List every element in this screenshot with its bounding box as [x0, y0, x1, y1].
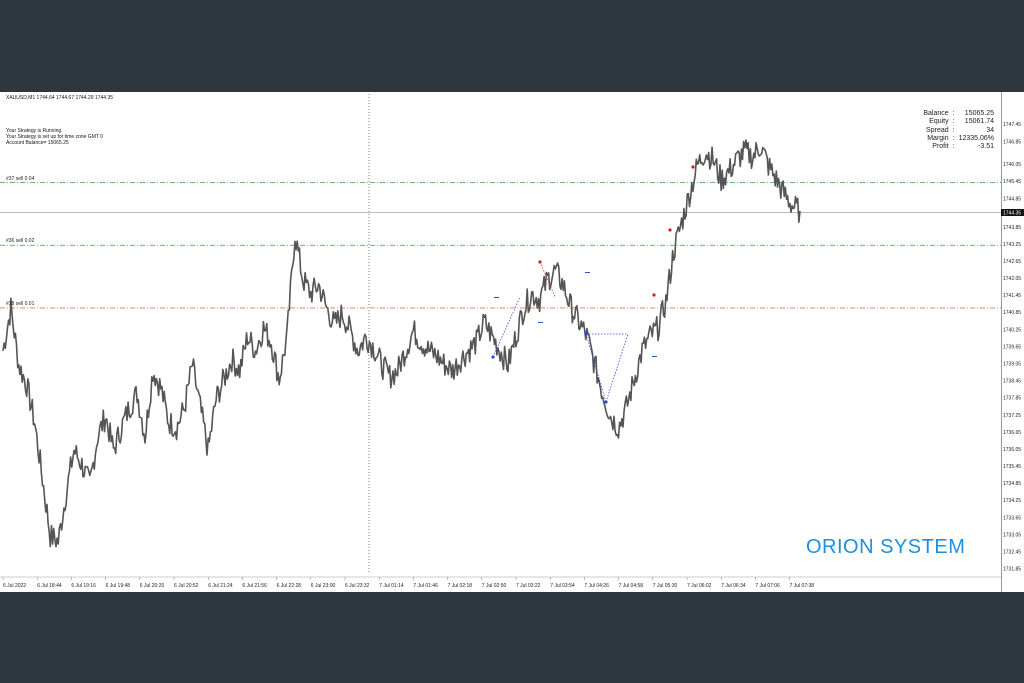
time-tick-label: 6 Jul 19:48 [106, 583, 131, 589]
account-balance-note: Account Balance= 15065.25 [6, 140, 69, 146]
time-tick-label: 7 Jul 07:06 [755, 583, 780, 589]
price-tick-label: 1735.45 [1003, 464, 1021, 470]
account-separator: : [952, 143, 955, 151]
account-key: Balance [923, 110, 949, 117]
price-axis [1001, 92, 1024, 592]
price-tick-label: 1739.65 [1003, 344, 1021, 350]
account-value: 34 [986, 126, 994, 134]
account-value: 15065.25 [964, 110, 994, 117]
time-tick-label: 6 Jul 19:16 [71, 583, 96, 589]
account-row: Equity: 15061.74 [923, 118, 994, 126]
price-tick-label: 1745.45 [1003, 179, 1021, 185]
price-tick-label: 1739.05 [1003, 361, 1021, 367]
price-tick-label: 1733.05 [1003, 532, 1021, 538]
account-key: Margin [927, 134, 949, 142]
price-tick-label: 1736.05 [1003, 447, 1021, 453]
chart-window[interactable]: 6 Jul 2022 6 Jul 18:44 6 Jul 19:16 6 Jul 19… [0, 92, 1024, 592]
watermark-logo: ORION SYSTEM [806, 536, 966, 558]
time-axis: 6 Jul 2022 6 Jul 18:44 6 Jul 19:16 6 Jul 19… [2, 577, 815, 589]
account-value: 15061.74 [964, 118, 994, 126]
price-tick-label: 1747.45 [1003, 122, 1021, 128]
strategy-timezone: Your Strategy is set up for time zone GM… [6, 134, 103, 140]
trade-markers [491, 165, 695, 404]
account-key: Spread [926, 126, 949, 134]
price-tick-label: 1740.85 [1003, 310, 1021, 316]
time-tick-label: 7 Jul 07:38 [790, 583, 815, 589]
current-price-tag [1001, 209, 1024, 217]
time-tick-label: 7 Jul 02:50 [482, 583, 507, 589]
account-row: Profit: -3.51 [923, 143, 994, 151]
price-tick-label: 1737.25 [1003, 413, 1021, 419]
price-tick-label: 1740.25 [1003, 327, 1021, 333]
trade-level-label: #37 sell 0.04 [6, 175, 35, 182]
account-key: Profit [932, 143, 949, 151]
price-tick-label: 1737.85 [1003, 396, 1021, 402]
price-tick-label: 1742.05 [1003, 276, 1021, 282]
time-tick-label: 6 Jul 2022 [3, 583, 26, 589]
price-tick-label: 1732.45 [1003, 549, 1021, 555]
account-separator: : [952, 118, 955, 126]
price-axis-labels: 1747.45 1746.85 1746.05 1745.45 1744.85 1744.… [1001, 122, 1024, 573]
account-separator: : [952, 126, 955, 134]
time-tick-label: 6 Jul 22:28 [277, 583, 302, 589]
account-value: 12335.06% [958, 134, 994, 142]
price-tick-label: 1734.25 [1003, 498, 1021, 504]
price-tick-label: 1731.85 [1003, 567, 1021, 573]
account-row: Margin:12335.06% [923, 135, 994, 143]
current-price-label: 1744.35 [1003, 211, 1021, 217]
time-tick-label: 6 Jul 23:00 [311, 583, 336, 589]
account-key: Equity [929, 118, 949, 126]
price-tick-label: 1746.05 [1003, 162, 1021, 168]
time-tick-label: 7 Jul 01:46 [413, 583, 438, 589]
account-row: Balance: 15065.25 [923, 110, 994, 118]
time-tick-label: 7 Jul 03:54 [550, 583, 575, 589]
account-separator: : [952, 134, 955, 142]
account-value: -3.51 [978, 143, 994, 151]
time-tick-label: 6 Jul 18:44 [37, 583, 62, 589]
time-tick-label: 7 Jul 04:58 [619, 583, 644, 589]
time-tick-label: 6 Jul 20:52 [174, 583, 199, 589]
time-tick-label: 7 Jul 06:34 [721, 583, 746, 589]
price-tick-label: 1733.65 [1003, 515, 1021, 521]
price-tick-label: 1736.65 [1003, 430, 1021, 436]
price-series [2, 139, 801, 548]
price-tick-label: 1734.85 [1003, 481, 1021, 487]
trade-level-label: #36 sell 0.02 [6, 238, 35, 245]
trade-level-label: #38 sell 0.01 [6, 300, 35, 307]
time-tick-label: 6 Jul 23:32 [345, 583, 370, 589]
price-tick-label: 1744.85 [1003, 196, 1021, 202]
price-chart[interactable]: 6 Jul 2022 6 Jul 18:44 6 Jul 19:16 6 Jul 19… [0, 92, 1024, 592]
time-tick-label: 7 Jul 04:26 [584, 583, 609, 589]
price-tick-label: 1743.85 [1003, 225, 1021, 231]
trade-connectors [492, 261, 629, 403]
strategy-status: Your Strategy is Running. [6, 128, 63, 134]
account-separator: : [952, 110, 955, 117]
time-tick-label: 6 Jul 20:20 [140, 583, 165, 589]
symbol-header: XAUUSD,M1 1744.64 1744.67 1744.29 1744.3… [6, 95, 114, 101]
price-tick-label: 1746.85 [1003, 139, 1021, 145]
price-tick-label: 1738.45 [1003, 379, 1021, 385]
time-tick-label: 6 Jul 21:24 [208, 583, 233, 589]
time-tick-label: 6 Jul 21:56 [242, 583, 267, 589]
price-tick-label: 1743.25 [1003, 242, 1021, 248]
time-tick-label: 7 Jul 02:18 [448, 583, 473, 589]
time-tick-label: 7 Jul 05:30 [653, 583, 678, 589]
time-tick-label: 7 Jul 01:14 [379, 583, 404, 589]
time-tick-label: 7 Jul 03:22 [516, 583, 541, 589]
account-row: Spread: 34 [923, 127, 994, 135]
time-tick-label: 7 Jul 06:02 [687, 583, 712, 589]
price-tick-label: 1741.45 [1003, 293, 1021, 299]
account-info-panel: Balance: 15065.25 Equity: 15061.74 Spread: 34… [923, 110, 994, 151]
price-tick-label: 1742.65 [1003, 259, 1021, 265]
